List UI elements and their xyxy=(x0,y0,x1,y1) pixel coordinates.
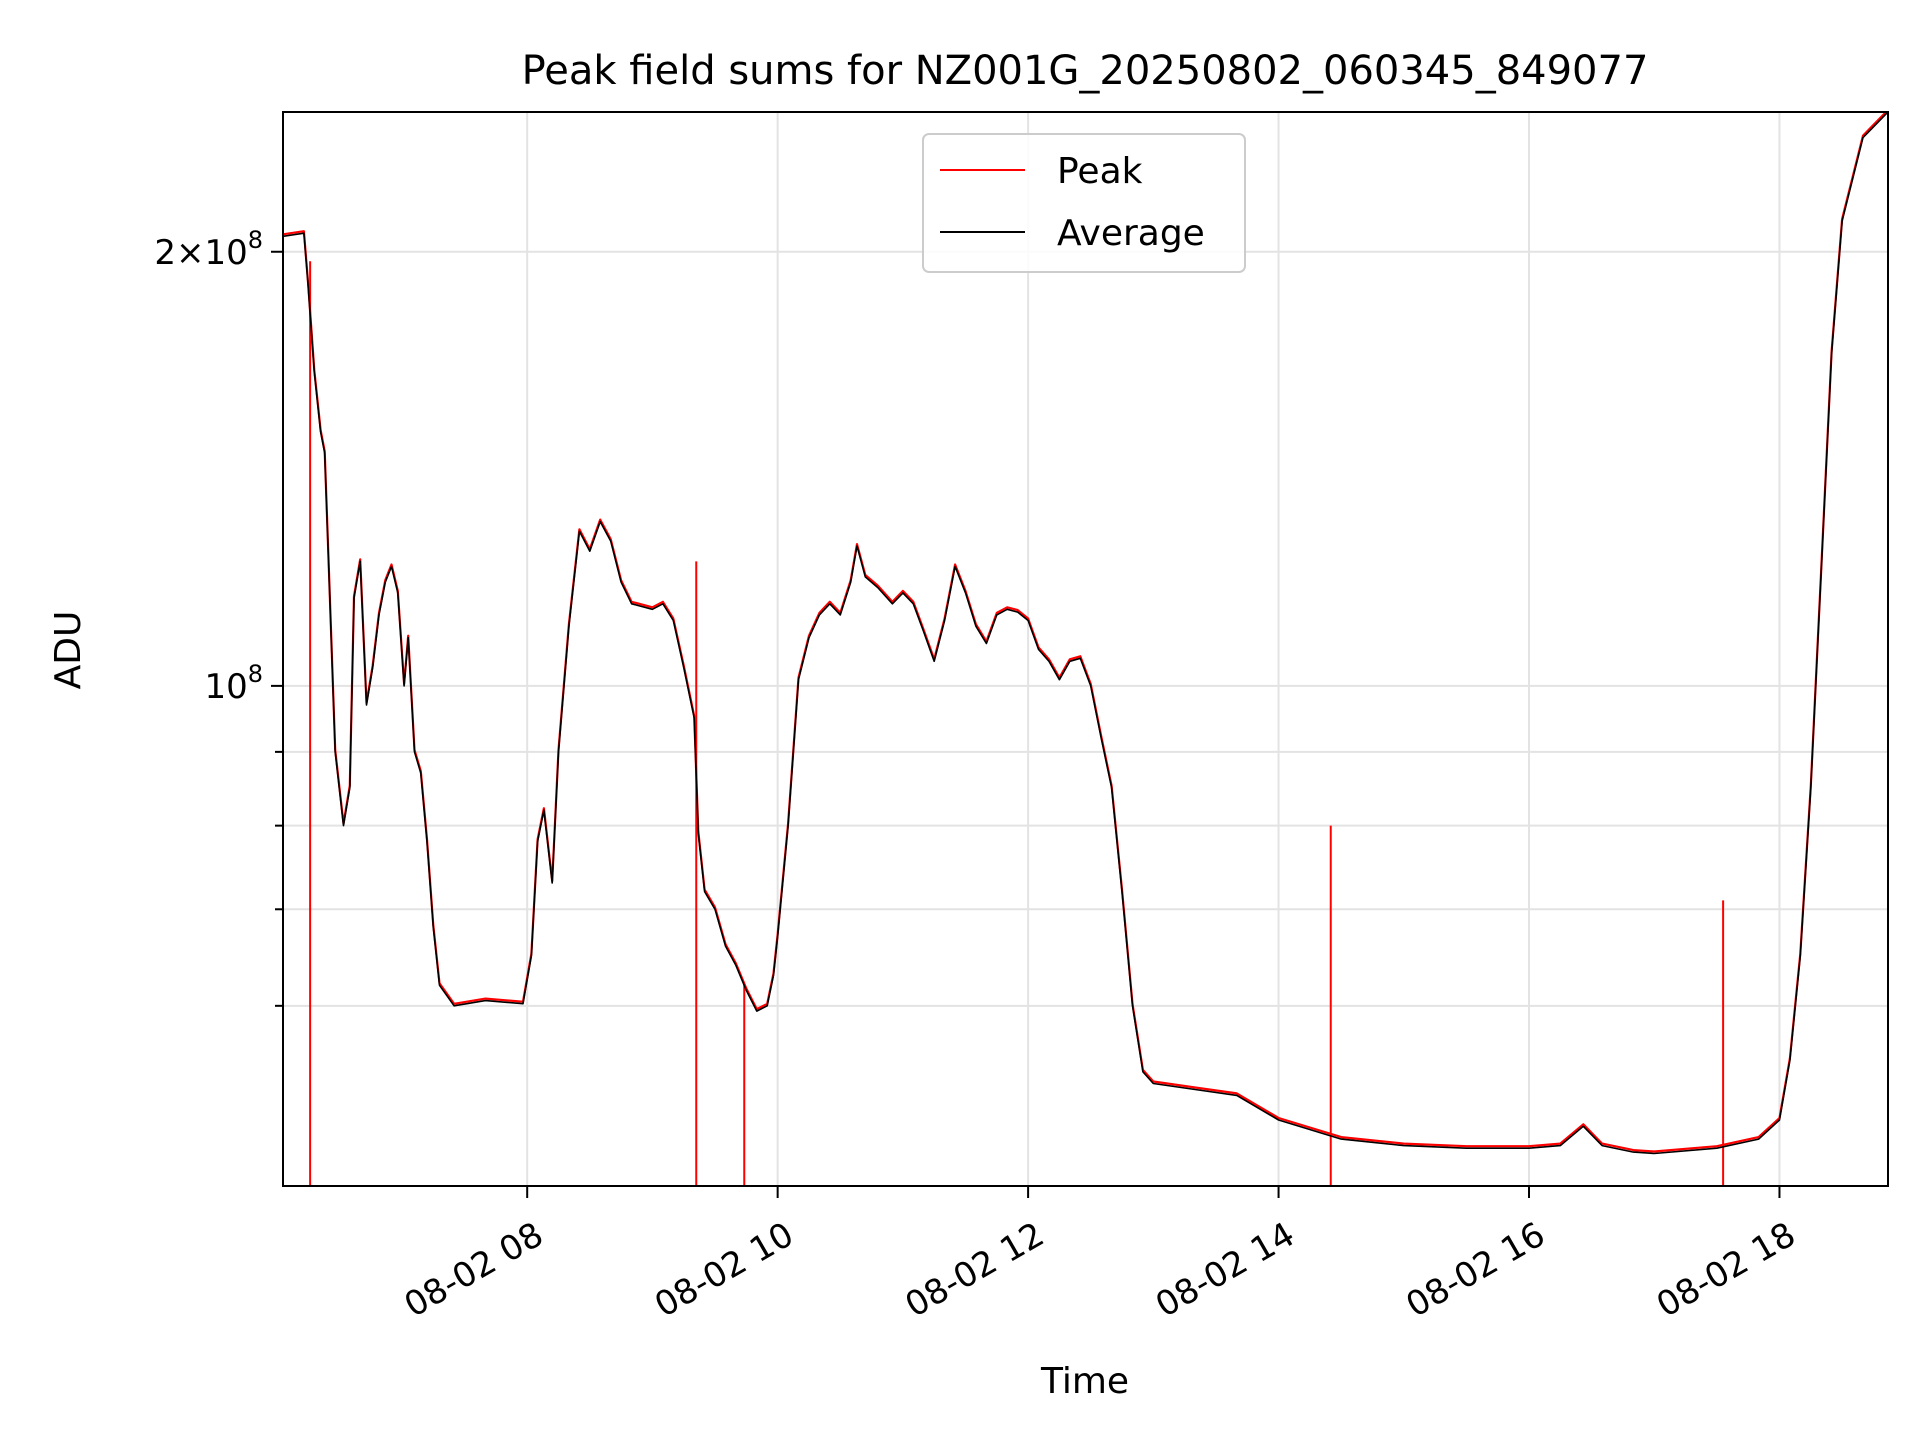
y-tick-label: 108 xyxy=(204,660,263,707)
chart-title: Peak field sums for NZ001G_20250802_0603… xyxy=(522,48,1649,94)
average-series-line xyxy=(283,112,1888,1155)
grid xyxy=(283,112,1888,1186)
legend: Peak Average xyxy=(922,133,1246,273)
legend-average-label: Average xyxy=(1057,213,1205,254)
x-axis-label: Time xyxy=(1040,1361,1129,1402)
legend-box xyxy=(922,133,1246,273)
legend-peak-label: Peak xyxy=(1057,151,1143,192)
y-axis-label: ADU xyxy=(48,611,89,690)
plot-area xyxy=(282,111,1889,1187)
series-layer xyxy=(283,112,1888,1186)
y-tick-label: 2×108 xyxy=(154,226,263,273)
